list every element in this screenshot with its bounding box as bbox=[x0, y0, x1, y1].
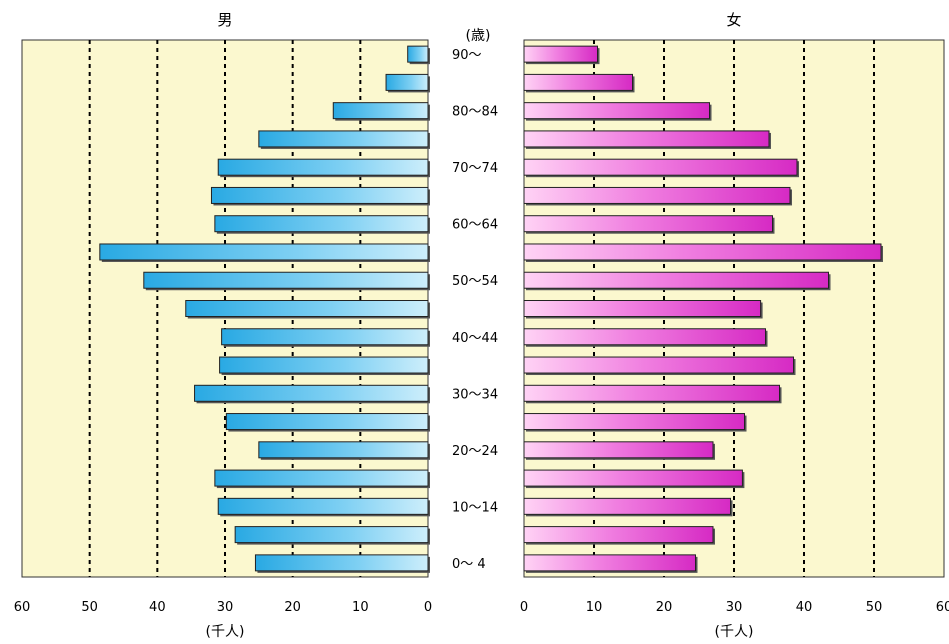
male-bar-70〜74 bbox=[217, 158, 429, 176]
male-panel-title: 男 bbox=[217, 11, 232, 29]
age-category-labels: 0〜 4 10〜14 20〜24 30〜34 40〜44 50〜54 60〜64 70〜74 8… bbox=[452, 48, 498, 572]
male-bar-90〜 bbox=[407, 45, 429, 63]
female-bar-80〜84 bbox=[523, 102, 710, 120]
male-tick-label: 30 bbox=[217, 600, 234, 615]
age-label: 10〜14 bbox=[452, 500, 498, 515]
male-bar-30〜34 bbox=[194, 384, 429, 402]
female-bar-45〜49 bbox=[523, 300, 762, 317]
male-tick-label: 50 bbox=[81, 600, 98, 615]
male-bar-35〜39 bbox=[219, 356, 429, 374]
female-tick-labels: 0 10 20 30 40 50 60 bbox=[520, 600, 949, 615]
female-tick-label: 30 bbox=[726, 600, 743, 615]
female-bar-20〜24 bbox=[523, 441, 714, 459]
male-bar-60〜64 bbox=[214, 215, 429, 233]
female-bar-35〜39 bbox=[523, 356, 794, 374]
female-bar-25〜29 bbox=[523, 413, 745, 431]
age-label: 40〜44 bbox=[452, 331, 498, 346]
male-tick-label: 0 bbox=[424, 600, 432, 615]
male-bar-20〜24 bbox=[258, 441, 429, 459]
male-bar-65〜69 bbox=[210, 186, 429, 204]
female-tick-label: 10 bbox=[586, 600, 603, 615]
male-bars bbox=[99, 45, 431, 573]
female-tick-label: 20 bbox=[656, 600, 673, 615]
age-axis: (歳) 0〜 4 10〜14 20〜24 30〜34 40〜44 50〜54 60〜64 70… bbox=[452, 28, 498, 572]
female-bar-75〜79 bbox=[523, 130, 770, 148]
male-tick-label: 10 bbox=[352, 600, 369, 615]
female-bar-40〜44 bbox=[523, 328, 766, 346]
male-gridlines bbox=[88, 40, 362, 577]
male-tick-label: 40 bbox=[149, 600, 166, 615]
male-bar-85〜89 bbox=[385, 73, 429, 91]
female-bar-65〜69 bbox=[523, 186, 791, 204]
female-bar-15〜19 bbox=[523, 469, 743, 487]
female-bar-5〜9 bbox=[523, 526, 714, 544]
male-unit-label: (千人) bbox=[206, 624, 245, 640]
female-tick-label: 60 bbox=[936, 600, 949, 615]
male-bar-25〜29 bbox=[225, 413, 429, 431]
female-unit-label: (千人) bbox=[715, 624, 754, 640]
male-bar-55〜59 bbox=[99, 243, 429, 261]
female-bar-30〜34 bbox=[523, 384, 780, 402]
male-panel: 0 10 20 30 40 50 60 男 (千人) bbox=[14, 11, 432, 640]
age-label: 30〜34 bbox=[452, 387, 498, 402]
age-label: 0〜 4 bbox=[452, 557, 486, 572]
age-unit-label: (歳) bbox=[466, 28, 491, 44]
female-bar-60〜64 bbox=[523, 215, 773, 233]
female-bars bbox=[523, 45, 883, 573]
age-label: 60〜64 bbox=[452, 218, 498, 233]
male-bar-40〜44 bbox=[221, 328, 429, 346]
age-label: 20〜24 bbox=[452, 444, 498, 459]
female-tick-label: 50 bbox=[866, 600, 883, 615]
female-bar-90〜 bbox=[523, 45, 598, 63]
female-panel: 0 10 20 30 40 50 60 女 (千人) bbox=[520, 11, 949, 640]
female-bar-50〜54 bbox=[523, 271, 829, 289]
female-bar-70〜74 bbox=[523, 158, 798, 176]
male-bar-5〜9 bbox=[234, 526, 429, 544]
female-tick-label: 0 bbox=[520, 600, 528, 615]
male-bar-10〜14 bbox=[217, 497, 429, 515]
female-gridlines bbox=[593, 40, 875, 577]
male-tick-labels: 0 10 20 30 40 50 60 bbox=[14, 600, 432, 615]
age-label: 50〜54 bbox=[452, 274, 498, 289]
female-bar-10〜14 bbox=[523, 497, 731, 515]
male-bar-0〜 4 bbox=[254, 554, 429, 572]
female-tick-label: 40 bbox=[796, 600, 813, 615]
age-label: 90〜 bbox=[452, 48, 482, 63]
age-label: 70〜74 bbox=[452, 161, 498, 176]
female-panel-title: 女 bbox=[726, 11, 741, 29]
female-bar-0〜 4 bbox=[523, 554, 696, 572]
male-bar-15〜19 bbox=[214, 469, 429, 487]
male-bar-50〜54 bbox=[143, 271, 429, 289]
female-bar-85〜89 bbox=[523, 73, 633, 91]
male-tick-label: 20 bbox=[284, 600, 301, 615]
age-label: 80〜84 bbox=[452, 105, 498, 120]
female-bar-55〜59 bbox=[523, 243, 882, 261]
male-bar-75〜79 bbox=[258, 130, 429, 148]
male-bar-45〜49 bbox=[185, 300, 429, 317]
male-bar-80〜84 bbox=[332, 102, 429, 120]
male-tick-label: 60 bbox=[14, 600, 31, 615]
